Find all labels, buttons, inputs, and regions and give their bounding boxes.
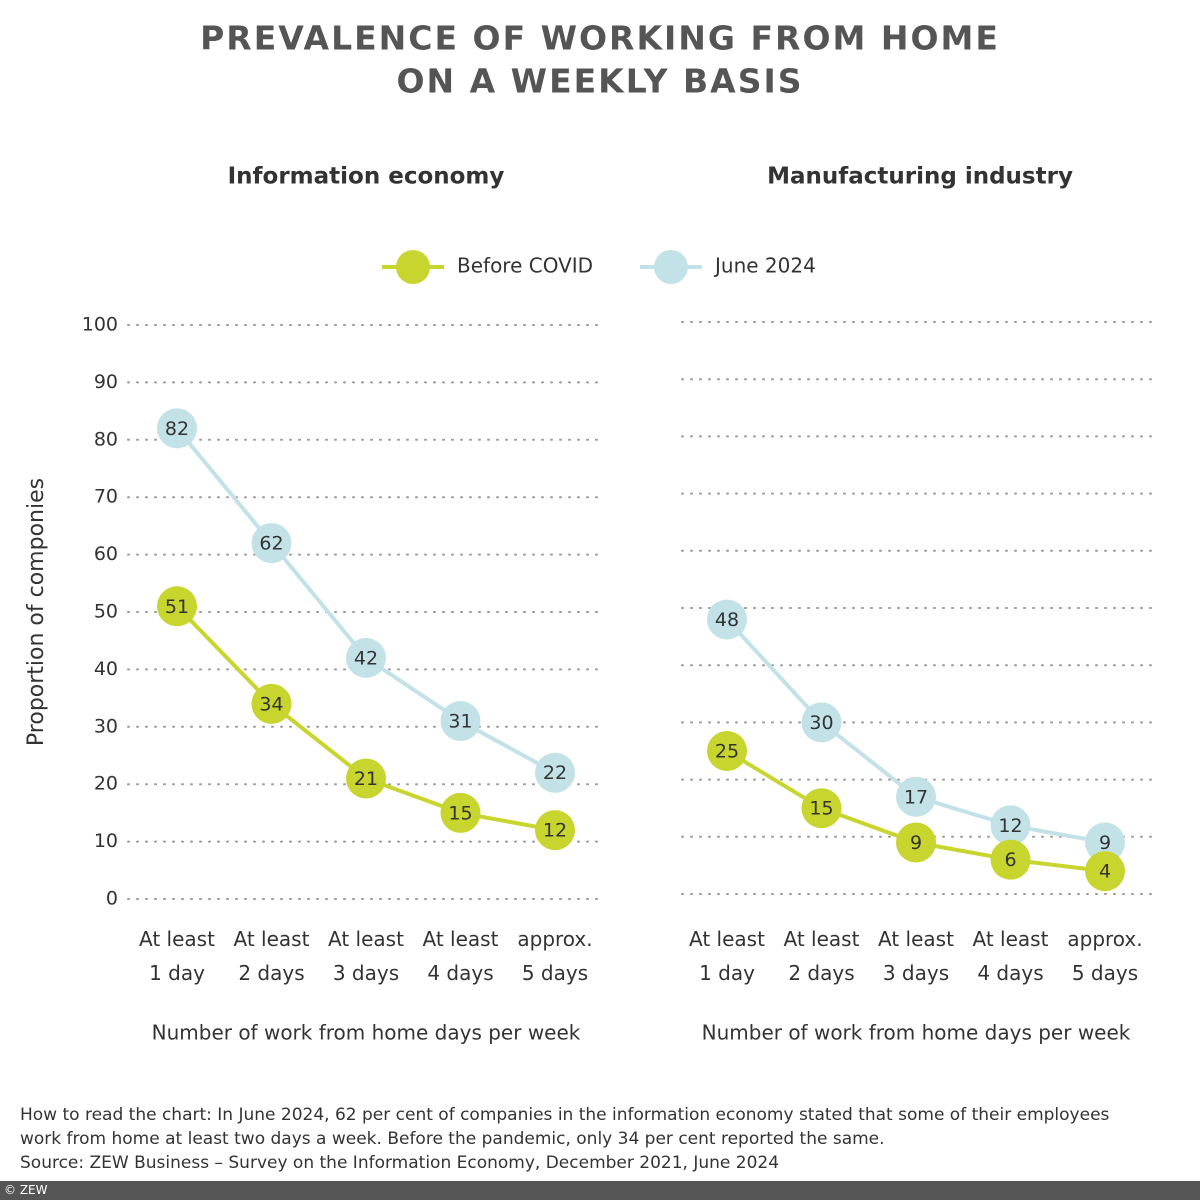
marker <box>346 637 386 678</box>
note: Source: ZEW Business – Survey on the Inf… <box>20 1153 780 1173</box>
value-label: 17 <box>904 786 928 808</box>
x-tick-label: At least 1 day <box>139 927 215 985</box>
legend-label: June 2024 <box>713 254 816 278</box>
marker <box>896 822 936 863</box>
series-line <box>175 427 556 775</box>
marker <box>990 839 1031 880</box>
legend-marker <box>396 250 430 284</box>
legend-label: Before COVID <box>457 254 593 278</box>
x-tick-label: At least 4 days <box>422 927 499 985</box>
y-tick-label: 20 <box>94 773 118 795</box>
y-tick-label: 60 <box>94 543 118 565</box>
value-label: 51 <box>165 596 189 618</box>
value-label: 48 <box>715 609 739 631</box>
value-label: 4 <box>1099 861 1111 883</box>
value-label: 15 <box>448 802 472 824</box>
x-tick-label: At least 1 day <box>689 927 765 985</box>
y-tick-label: 100 <box>82 314 118 336</box>
x-axis-label: Number of work from home days per week <box>152 1021 581 1045</box>
value-label: 82 <box>165 418 189 440</box>
title: PREVALENCE OF WORKING FROM HOME <box>200 19 1000 58</box>
note: How to read the chart: In June 2024, 62 … <box>20 1105 1110 1125</box>
value-label: 31 <box>448 711 472 733</box>
marker <box>1085 822 1125 863</box>
x-tick-label: At least 3 days <box>878 927 954 985</box>
marker <box>707 599 747 640</box>
copyright: © ZEW <box>0 1181 1200 1200</box>
panel-title: Information economy <box>228 164 505 190</box>
value-label: 15 <box>809 798 833 820</box>
marker <box>535 810 575 851</box>
value-label: 62 <box>259 533 283 555</box>
y-axis-label: Proportion of componies <box>24 478 49 746</box>
value-label: 42 <box>354 647 378 669</box>
marker <box>896 776 936 817</box>
value-label: 30 <box>809 712 833 734</box>
note: work from home at least two days a week.… <box>20 1129 885 1149</box>
y-tick-label: 80 <box>94 428 118 450</box>
value-label: 9 <box>910 832 922 854</box>
value-label: 12 <box>998 815 1022 837</box>
marker <box>251 523 292 564</box>
legend-marker <box>654 250 688 284</box>
marker <box>157 586 197 627</box>
x-tick-label: At least 2 days <box>233 927 310 985</box>
title: ON A WEEKLY BASIS <box>396 62 803 101</box>
marker <box>157 408 197 449</box>
x-tick-label: At least 4 days <box>972 927 1049 985</box>
marker <box>440 701 481 742</box>
marker <box>801 788 842 829</box>
value-label: 6 <box>1004 849 1016 871</box>
marker <box>251 683 292 724</box>
value-label: 25 <box>715 741 739 763</box>
x-axis-label: Number of work from home days per week <box>702 1021 1131 1045</box>
y-tick-label: 70 <box>94 486 118 508</box>
value-label: 12 <box>543 820 567 842</box>
marker <box>707 731 747 771</box>
y-tick-label: 30 <box>94 715 118 737</box>
value-label: 9 <box>1099 832 1111 854</box>
x-tick-label: approx. 5 days <box>1067 927 1143 985</box>
y-tick-label: 50 <box>94 601 118 623</box>
marker <box>535 752 575 793</box>
x-tick-label: At least 3 days <box>328 927 404 985</box>
panel-title: Manufacturing industry <box>767 164 1073 190</box>
y-tick-label: 90 <box>94 371 118 393</box>
x-tick-label: At least 2 days <box>783 927 860 985</box>
marker <box>1085 851 1125 892</box>
value-label: 22 <box>543 762 567 784</box>
y-tick-label: 10 <box>94 830 118 852</box>
y-tick-label: 0 <box>106 888 118 910</box>
value-label: 34 <box>259 693 283 715</box>
y-tick-label: 40 <box>94 658 118 680</box>
value-label: 21 <box>354 768 378 790</box>
x-tick-label: approx. 5 days <box>517 927 593 985</box>
marker <box>346 758 386 799</box>
marker <box>990 805 1031 846</box>
marker <box>440 792 481 833</box>
marker <box>801 702 842 743</box>
